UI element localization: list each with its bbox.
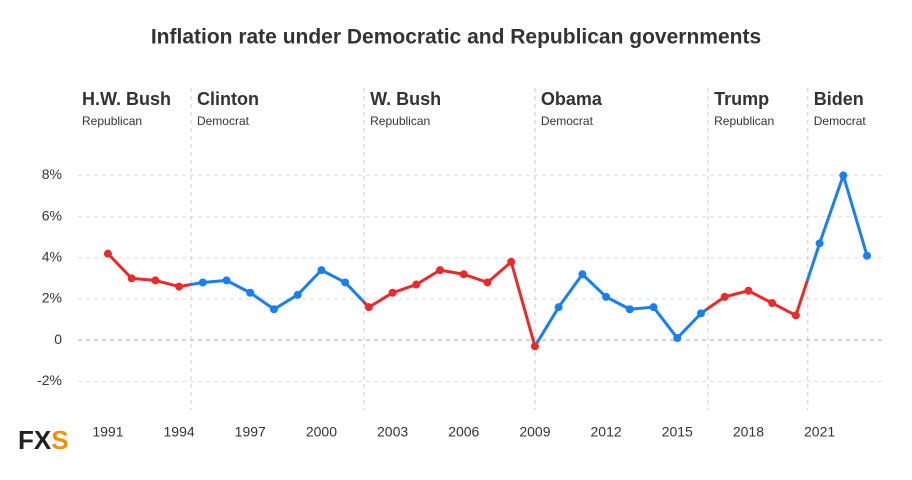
logo-main: FX xyxy=(18,425,52,455)
era-party: Republican xyxy=(714,114,774,128)
era-name: Clinton xyxy=(197,89,259,109)
line-segment xyxy=(248,291,276,311)
era-name: Biden xyxy=(814,89,864,109)
era-party: Democrat xyxy=(541,114,594,128)
data-point xyxy=(246,288,255,297)
line-segment xyxy=(391,283,418,295)
line-segment xyxy=(509,260,537,348)
x-tick-label: 1994 xyxy=(164,424,195,440)
chart-title: Inflation rate under Democratic and Repu… xyxy=(151,26,761,49)
line-segment xyxy=(806,241,822,281)
data-point xyxy=(127,274,136,283)
data-point xyxy=(507,257,516,266)
line-segment xyxy=(557,272,584,309)
x-tick-label: 2021 xyxy=(804,424,835,440)
line-segment xyxy=(580,272,608,299)
data-point xyxy=(815,239,824,248)
data-point xyxy=(293,290,302,299)
era-party: Republican xyxy=(370,114,430,128)
line-segment xyxy=(746,289,774,305)
data-point xyxy=(341,278,350,287)
data-point xyxy=(412,280,421,289)
line-segment xyxy=(367,291,395,309)
line-segment xyxy=(438,268,466,276)
line-segment xyxy=(343,280,366,304)
line-segment xyxy=(225,278,252,295)
era-party: Democrat xyxy=(197,114,250,128)
line-segment xyxy=(604,295,632,311)
x-tick-label: 2015 xyxy=(662,424,693,440)
data-point xyxy=(364,303,373,312)
data-point xyxy=(175,282,184,291)
data-point xyxy=(103,249,112,258)
line-segment xyxy=(723,289,750,299)
x-tick-label: 2006 xyxy=(448,424,479,440)
line-segment xyxy=(414,268,442,287)
y-tick-label: 8% xyxy=(42,166,62,182)
data-point xyxy=(198,278,207,287)
data-point xyxy=(578,270,587,279)
line-segment xyxy=(106,252,134,280)
y-tick-label: 2% xyxy=(42,290,62,306)
line-segment xyxy=(153,278,181,289)
data-point xyxy=(317,266,326,275)
era-party: Democrat xyxy=(814,114,867,128)
line-segment xyxy=(533,305,561,348)
era-name: Obama xyxy=(541,89,603,109)
data-point xyxy=(791,311,800,320)
data-point xyxy=(151,276,160,285)
x-tick-label: 2018 xyxy=(733,424,764,440)
era-party: Republican xyxy=(82,114,142,128)
line-segment xyxy=(296,268,323,297)
data-point xyxy=(696,309,705,318)
line-segment xyxy=(770,301,798,317)
data-point xyxy=(388,288,397,297)
y-tick-label: 4% xyxy=(42,248,62,264)
line-segment xyxy=(675,311,703,340)
logo-accent: S xyxy=(51,425,68,455)
x-tick-label: 2012 xyxy=(591,424,622,440)
y-tick-label: -2% xyxy=(37,372,62,388)
era-name: W. Bush xyxy=(370,89,441,109)
era-name: Trump xyxy=(714,89,769,109)
data-point xyxy=(768,299,777,308)
line-segment xyxy=(462,272,489,284)
era-name: H.W. Bush xyxy=(82,89,171,109)
x-tick-label: 2000 xyxy=(306,424,337,440)
data-point xyxy=(602,292,611,301)
line-segment xyxy=(319,268,347,284)
data-point xyxy=(744,286,753,295)
y-tick-label: 6% xyxy=(42,207,62,223)
data-point xyxy=(222,276,231,285)
x-tick-label: 1991 xyxy=(92,424,123,440)
line-segment xyxy=(818,173,845,245)
line-segment xyxy=(841,173,869,258)
data-point xyxy=(436,266,445,275)
data-point xyxy=(269,305,278,314)
data-point xyxy=(839,171,848,180)
data-point xyxy=(720,292,729,301)
data-point xyxy=(649,303,658,312)
x-tick-label: 2009 xyxy=(519,424,550,440)
data-point xyxy=(530,342,539,351)
line-segment xyxy=(652,305,679,340)
data-point xyxy=(554,303,563,312)
logo: FXS xyxy=(18,425,69,455)
x-tick-label: 1997 xyxy=(235,424,266,440)
data-point xyxy=(673,334,682,343)
line-segment xyxy=(485,260,513,284)
line-segment xyxy=(794,277,810,317)
y-tick-label: 0 xyxy=(54,331,62,347)
data-point xyxy=(459,270,468,279)
data-point xyxy=(483,278,492,287)
line-segment xyxy=(272,293,300,311)
x-tick-label: 2003 xyxy=(377,424,408,440)
data-point xyxy=(625,305,634,314)
data-point xyxy=(863,251,872,260)
